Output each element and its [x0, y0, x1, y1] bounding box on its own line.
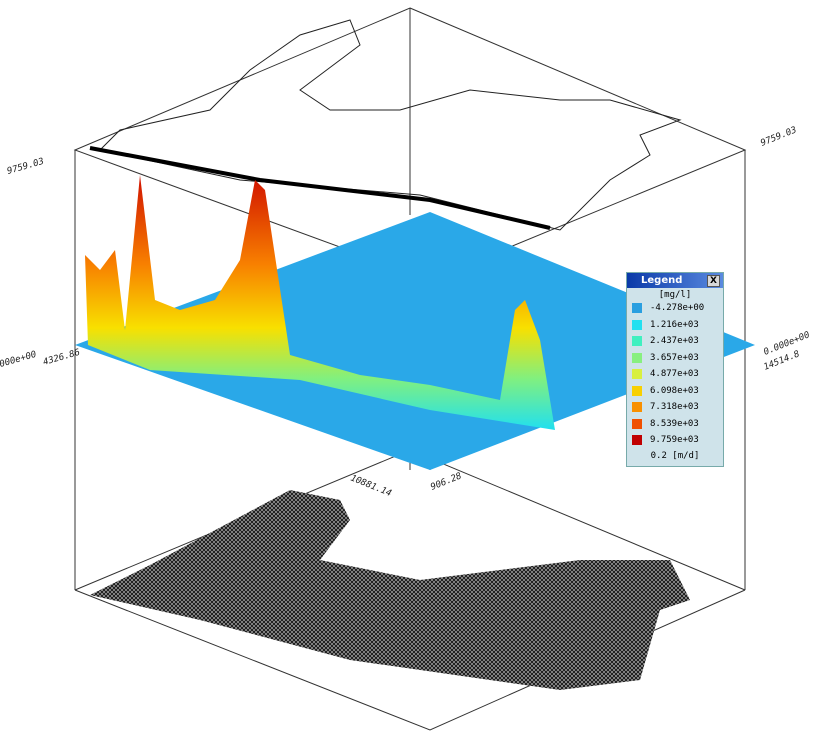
- top-section: [90, 148, 550, 228]
- legend-entry: 1.216e+03: [627, 317, 723, 334]
- legend-entries: -4.278e+00 1.216e+03 2.437e+03 3.657e+03 4.8…: [627, 300, 723, 449]
- legend-label: 6.098e+03: [650, 386, 699, 396]
- legend-entry: 6.098e+03: [627, 383, 723, 400]
- page: 9759.03 9759.03 0.000e+00 0.000e+00 4326…: [0, 0, 815, 736]
- legend-window[interactable]: Legend X [mg/l] -4.278e+00 1.216e+03 2.437e…: [626, 272, 724, 467]
- y-front-left: 10881.14: [349, 474, 393, 500]
- legend-swatch: [632, 303, 642, 313]
- legend-entry: 4.877e+03: [627, 366, 723, 383]
- legend-label: -4.278e+00: [650, 303, 704, 313]
- legend-entry: 9.759e+03: [627, 432, 723, 449]
- bottom-mesh: [90, 490, 690, 690]
- legend-swatch: [632, 336, 642, 346]
- z-min-left: 0.000e+00: [0, 350, 38, 373]
- legend-swatch: [632, 435, 642, 445]
- legend-swatch: [632, 419, 642, 429]
- legend-titlebar: Legend X: [627, 273, 723, 288]
- legend-label: 9.759e+03: [650, 435, 699, 445]
- legend-entry: 2.437e+03: [627, 333, 723, 350]
- legend-label: 1.216e+03: [650, 320, 699, 330]
- z-max-right: 9759.03: [759, 125, 798, 148]
- legend-entry: 7.318e+03: [627, 399, 723, 416]
- top-outline: [100, 20, 680, 230]
- legend-title: Legend: [641, 275, 682, 286]
- legend-swatch: [632, 320, 642, 330]
- legend-swatch: [632, 402, 642, 412]
- legend-swatch: [632, 369, 642, 379]
- legend-swatch: [632, 353, 642, 363]
- legend-entry: 8.539e+03: [627, 416, 723, 433]
- legend-label: 7.318e+03: [650, 402, 699, 412]
- legend-label: 2.437e+03: [650, 336, 699, 346]
- close-button[interactable]: X: [707, 275, 720, 287]
- legend-unit: [mg/l]: [627, 290, 723, 300]
- vector-label: 0.2 [m/d]: [627, 451, 723, 461]
- legend-label: 4.877e+03: [650, 369, 699, 379]
- legend-entry: -4.278e+00: [627, 300, 723, 317]
- y-front-right: 906.28: [429, 471, 463, 492]
- legend-label: 3.657e+03: [650, 353, 699, 363]
- legend-swatch: [632, 386, 642, 396]
- z-max-left: 9759.03: [6, 157, 45, 177]
- legend-entry: 3.657e+03: [627, 350, 723, 367]
- legend-label: 8.539e+03: [650, 419, 699, 429]
